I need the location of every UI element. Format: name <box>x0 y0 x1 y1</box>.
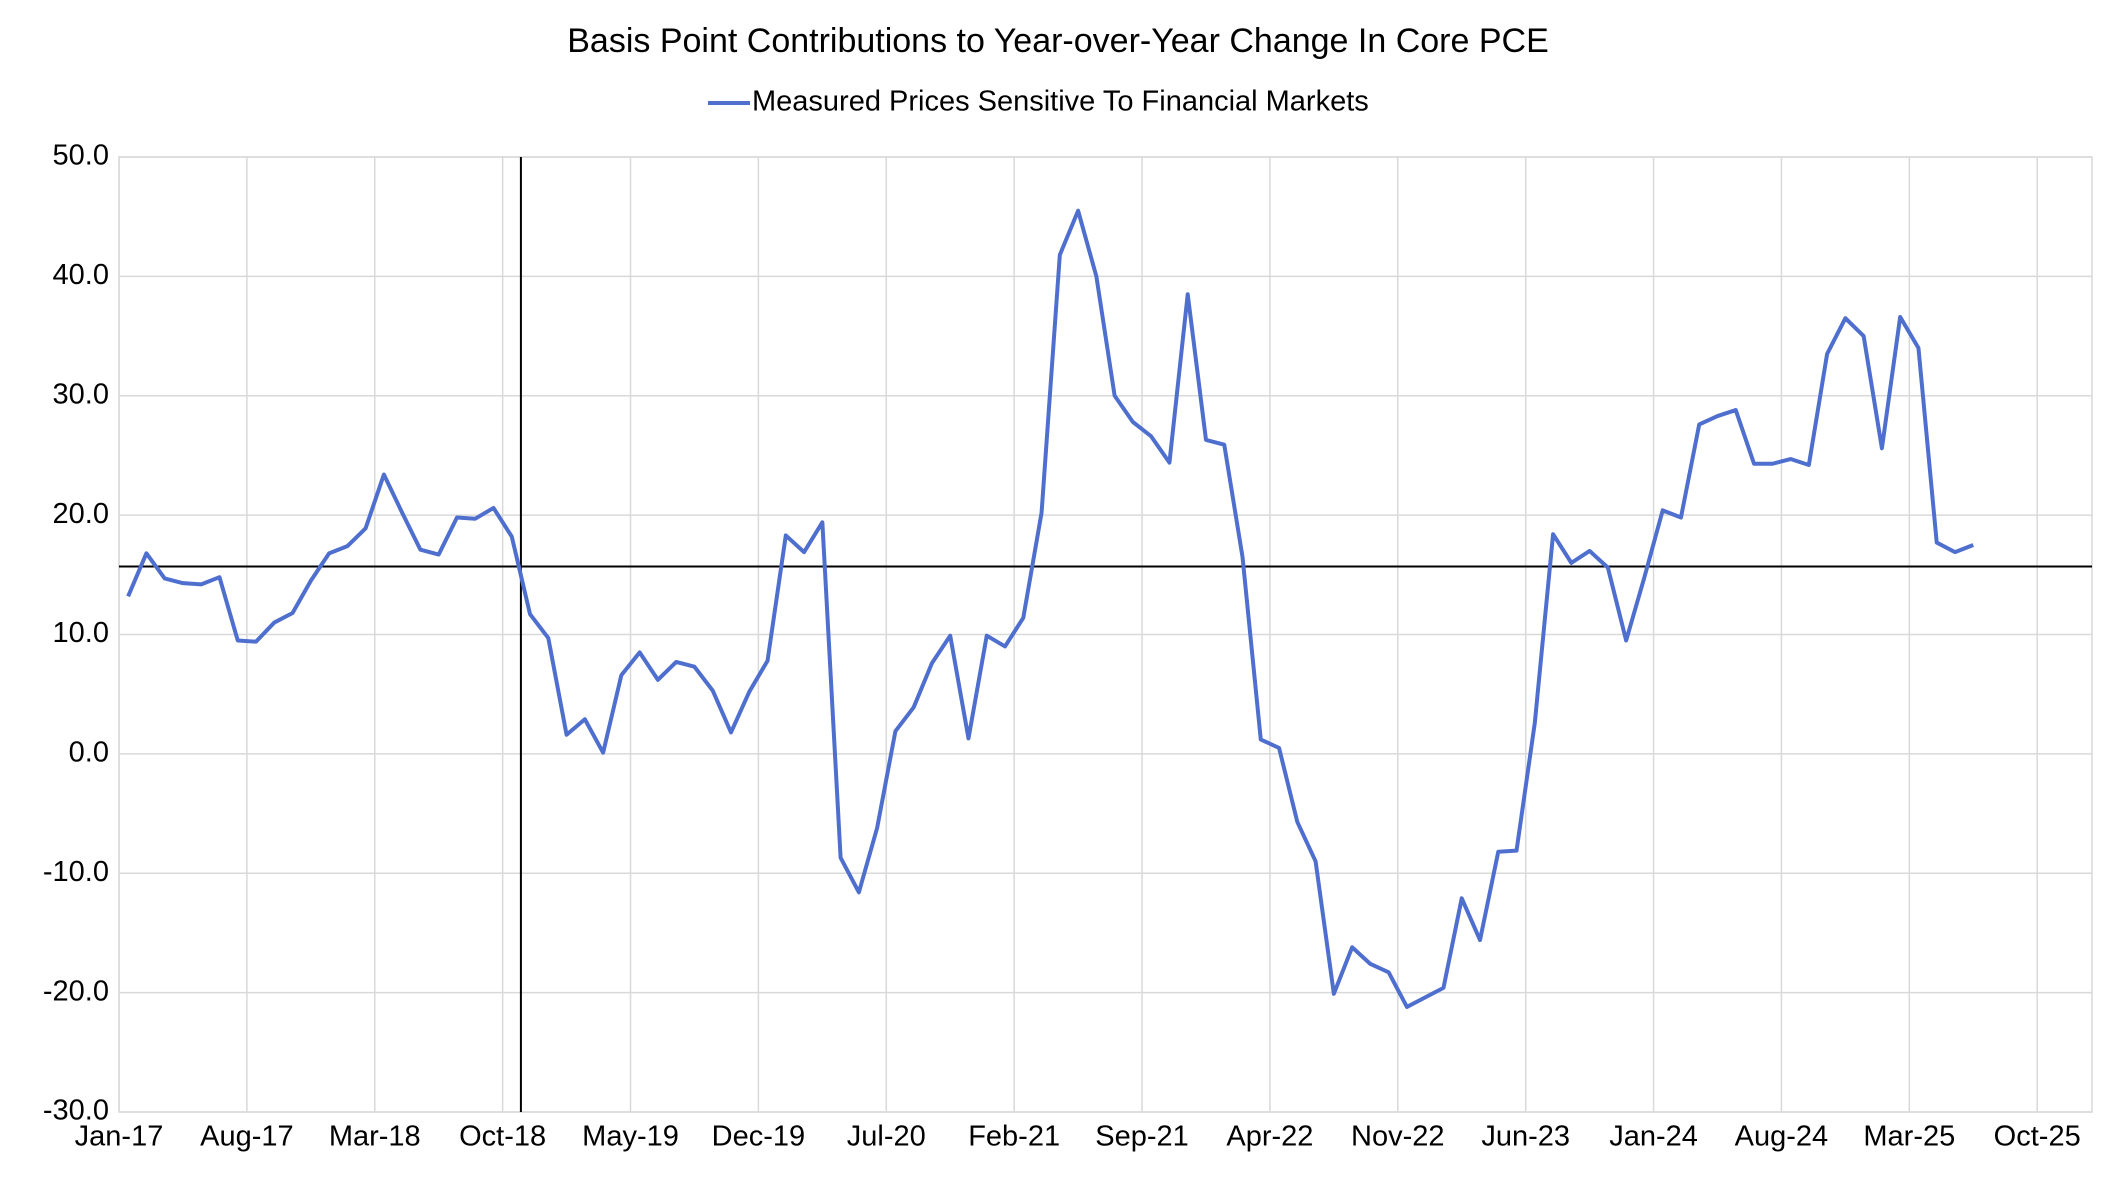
x-tick-label: Feb-21 <box>968 1121 1060 1153</box>
y-tick-label: -10.0 <box>43 856 109 888</box>
y-tick-label: 30.0 <box>53 378 109 410</box>
plot-frame <box>118 156 2093 1113</box>
x-tick-label: Aug-24 <box>1735 1121 1829 1153</box>
y-tick-label: 50.0 <box>53 140 109 172</box>
chart-title: Basis Point Contributions to Year-over-Y… <box>567 22 1549 60</box>
x-tick-label: Nov-22 <box>1351 1121 1445 1153</box>
x-tick-label: Jul-20 <box>847 1121 926 1153</box>
y-tick-label: -20.0 <box>43 975 109 1007</box>
x-tick-label: Jun-23 <box>1481 1121 1570 1153</box>
x-tick-label: Dec-19 <box>712 1121 806 1153</box>
legend-label: Measured Prices Sensitive To Financial M… <box>752 86 1369 118</box>
x-tick-label: Jan-17 <box>75 1121 164 1153</box>
x-tick-label: Mar-18 <box>329 1121 421 1153</box>
x-tick-label: May-19 <box>582 1121 679 1153</box>
y-tick-label: 40.0 <box>53 259 109 291</box>
x-tick-label: Aug-17 <box>200 1121 294 1153</box>
y-tick-label: 20.0 <box>53 498 109 530</box>
y-tick-label: 0.0 <box>69 737 109 769</box>
series-line <box>126 208 1974 1009</box>
x-tick-label: Mar-25 <box>1863 1121 1955 1153</box>
x-tick-label: Jan-24 <box>1609 1121 1698 1153</box>
x-tick-label: Oct-18 <box>459 1121 546 1153</box>
y-tick-label: 10.0 <box>53 617 109 649</box>
x-tick-label: Sep-21 <box>1095 1121 1189 1153</box>
y-tick-label: -30.0 <box>43 1095 109 1127</box>
x-tick-label: Oct-25 <box>1994 1121 2081 1153</box>
x-tick-label: Apr-22 <box>1226 1121 1313 1153</box>
